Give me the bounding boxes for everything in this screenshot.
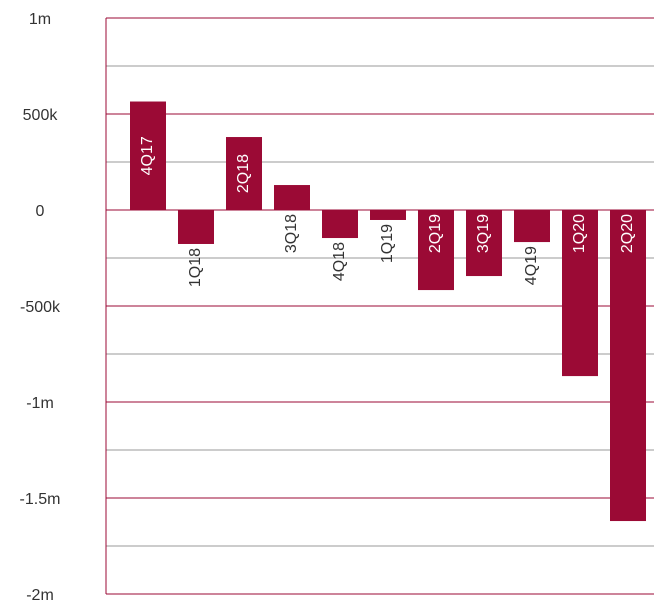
- category-label: 2Q19: [427, 214, 444, 253]
- bar: [226, 137, 262, 210]
- category-label: 1Q19: [379, 224, 396, 263]
- category-label: 4Q18: [331, 242, 348, 281]
- y-tick-label: 1m: [29, 11, 51, 28]
- category-label: 3Q18: [283, 214, 300, 253]
- bar: [514, 210, 550, 243]
- category-label: 4Q17: [139, 136, 156, 175]
- y-tick-label: -1.5m: [20, 491, 61, 508]
- bar: [370, 210, 406, 220]
- bar: [130, 101, 166, 210]
- y-tick-label: 0: [36, 203, 45, 220]
- bar: [178, 210, 214, 244]
- category-label: 1Q18: [187, 248, 204, 287]
- bar: [274, 185, 310, 210]
- category-label: 2Q20: [619, 214, 636, 253]
- y-tick-label: 500k: [23, 107, 59, 124]
- y-tick-label: -2m: [26, 587, 54, 604]
- y-tick-label: -500k: [20, 299, 61, 316]
- bar: [322, 210, 358, 239]
- bar: [466, 210, 502, 277]
- y-tick-label: -1m: [26, 395, 54, 412]
- category-label: 1Q20: [571, 214, 588, 253]
- category-label: 4Q19: [523, 246, 540, 285]
- category-label: 2Q18: [235, 154, 252, 193]
- bar: [610, 210, 646, 522]
- bar: [418, 210, 454, 291]
- category-label: 3Q19: [475, 214, 492, 253]
- bar: [562, 210, 598, 377]
